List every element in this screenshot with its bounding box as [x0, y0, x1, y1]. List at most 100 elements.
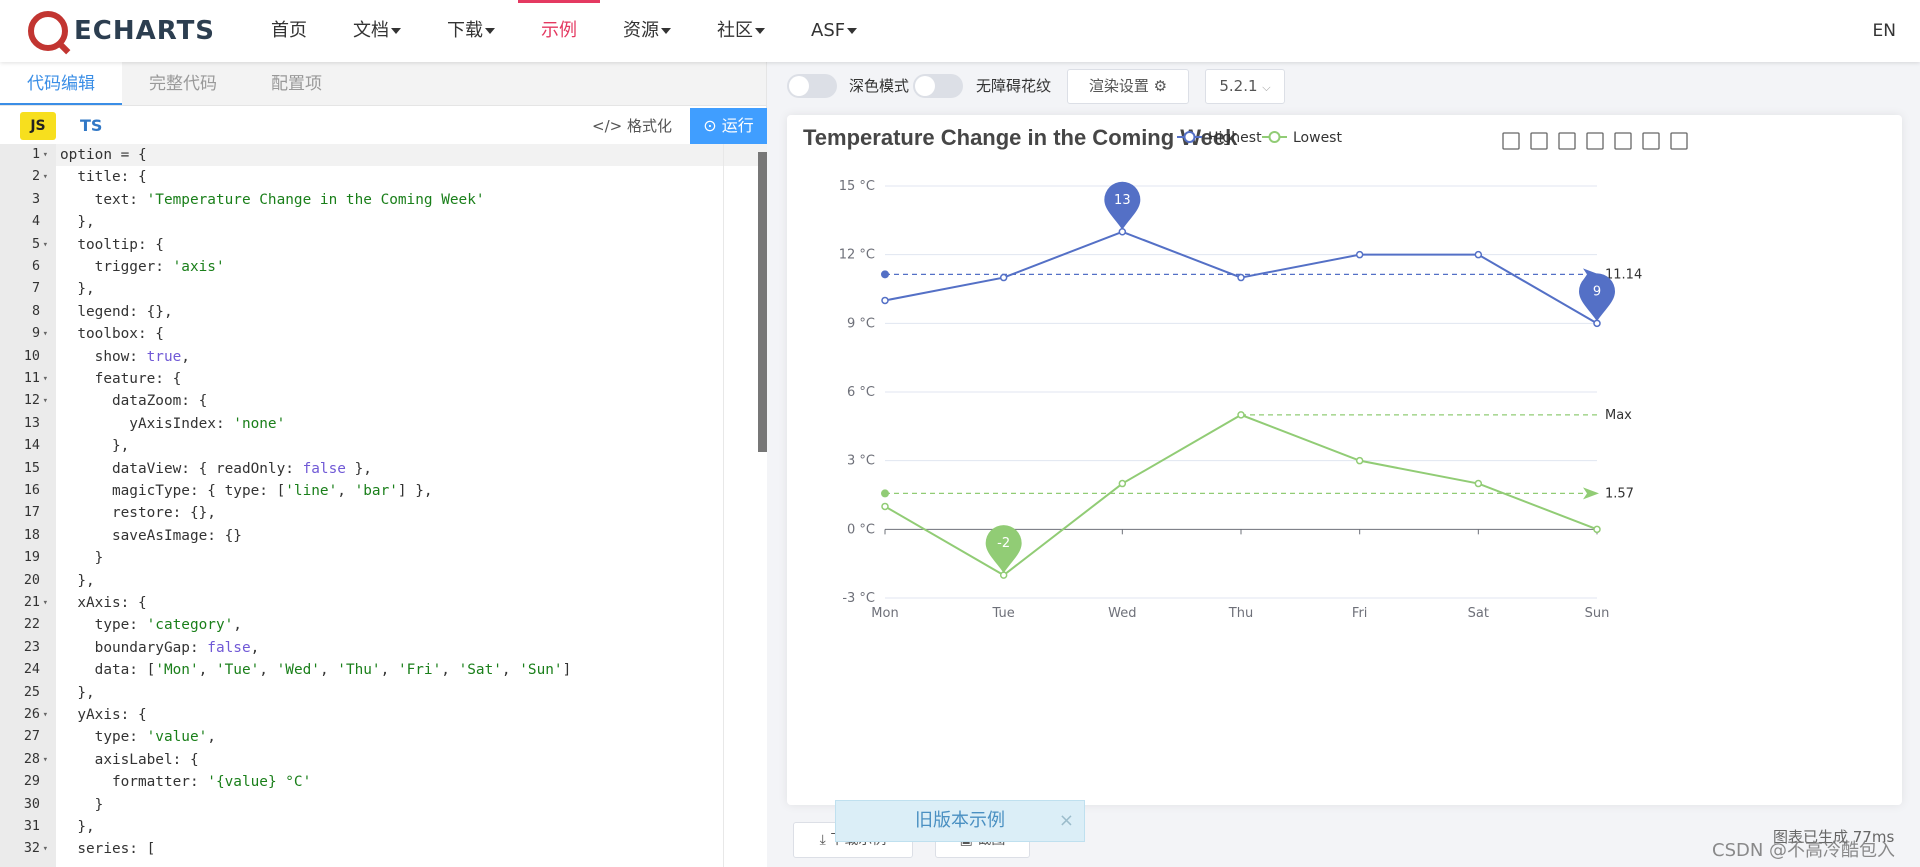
run-button[interactable]: ⊙ 运行: [690, 108, 767, 144]
code-token: series: [: [60, 841, 156, 858]
code-token: yAxis: {: [60, 707, 147, 723]
line-number: 15: [0, 458, 56, 480]
y-tick-label: -3 °C: [842, 591, 875, 606]
data-point-1: [1474, 479, 1483, 488]
line-number: 2 ▾: [0, 166, 56, 188]
line-number: 9 ▾: [0, 323, 56, 345]
code-token: ,: [380, 662, 398, 679]
fold-icon[interactable]: ▾: [42, 844, 48, 855]
zoom-icon[interactable]: [1502, 132, 1520, 150]
restore-icon[interactable]: [1642, 132, 1660, 150]
fold-icon[interactable]: ▾: [42, 710, 48, 720]
echarts-logo[interactable]: ECHARTS: [28, 10, 215, 52]
nav-item-6[interactable]: ASF: [788, 0, 880, 62]
code-token: title: {: [60, 169, 147, 186]
line-number: 13: [0, 413, 56, 435]
line-number: 23: [0, 637, 56, 659]
line-chart[interactable]: Temperature Change in the Coming WeekHig…: [787, 115, 1902, 805]
fold-icon[interactable]: ▾: [42, 374, 48, 384]
fold-icon[interactable]: ▾: [42, 396, 48, 407]
ts-tab[interactable]: TS: [80, 116, 103, 135]
close-icon[interactable]: ×: [1058, 810, 1074, 831]
render-settings-button[interactable]: 渲染设置 ⚙: [1067, 69, 1189, 104]
x-tick-label: Fri: [1352, 606, 1368, 621]
editor-tab-0[interactable]: 代码编辑: [0, 62, 122, 105]
line-icon[interactable]: [1586, 132, 1604, 150]
code-line: formatter: '{value} °C': [56, 771, 767, 793]
line-number: 3: [0, 189, 56, 211]
data-point-1: [1118, 479, 1127, 488]
markline-max-label-1: Max: [1605, 408, 1632, 423]
markline-arrow-1: [1583, 487, 1599, 500]
legend-symbol-0: [1183, 131, 1196, 143]
code-line: },: [56, 570, 767, 592]
data-view-icon[interactable]: [1558, 132, 1576, 150]
fold-icon[interactable]: ▾: [42, 150, 48, 160]
editor-tab-2[interactable]: 配置项: [271, 74, 322, 94]
code-token: option = {: [60, 147, 147, 163]
line-number-text: 9: [31, 326, 40, 342]
preview-panel: 深色模式 无障碍花纹 渲染设置 ⚙ 5.2.1 ⌵ Temperature Ch…: [768, 62, 1920, 867]
code-line: option = {: [56, 144, 767, 167]
code-line: yAxisIndex: 'none': [56, 413, 767, 435]
code-token: 'Temperature Change in the Coming Week': [146, 191, 485, 208]
code-line: magicType: { type: ['line', 'bar'] },: [56, 480, 767, 502]
x-tick-label: Thu: [1228, 606, 1253, 621]
fold-icon[interactable]: ▾: [42, 598, 48, 608]
zoom-reset-icon[interactable]: [1530, 132, 1548, 150]
nav-item-1[interactable]: 文档: [330, 0, 424, 62]
code-token: 'category': [146, 617, 234, 634]
code-line: text: 'Temperature Change in the Coming …: [56, 189, 767, 211]
fold-icon[interactable]: ▾: [42, 239, 48, 250]
nav-item-2[interactable]: 下载: [424, 0, 518, 62]
dark-mode-toggle[interactable]: [787, 74, 837, 98]
format-label: 格式化: [626, 117, 672, 135]
code-token: type:: [60, 729, 147, 746]
code-token: },: [60, 819, 95, 835]
version-select[interactable]: 5.2.1 ⌵: [1205, 69, 1285, 104]
nav-item-label: ASF: [811, 20, 846, 41]
editor-scrollbar[interactable]: [758, 152, 767, 452]
top-navbar: ECHARTS 首页 文档 下载 示例 资源 社区 ASF EN: [0, 0, 1920, 62]
y-tick-label: 12 °C: [839, 248, 875, 263]
a11y-pattern-toggle[interactable]: [913, 74, 963, 98]
line-number-text: 4: [31, 214, 40, 230]
code-line: }: [56, 794, 767, 816]
render-status: 图表已生成 77ms: [1773, 828, 1895, 846]
code-token: true: [146, 348, 182, 365]
line-number-text: 32: [23, 841, 40, 857]
legend-label-0: Highest: [1208, 130, 1262, 146]
legacy-notice[interactable]: 旧版本示例 ×: [835, 800, 1085, 842]
fold-icon[interactable]: ▾: [42, 172, 48, 183]
x-tick-label: Mon: [871, 606, 898, 621]
nav-item-label: 示例: [541, 20, 577, 41]
nav-item-4[interactable]: 资源: [600, 0, 694, 62]
code-token: 'Wed': [276, 662, 320, 679]
nav-item-label: 文档: [353, 20, 389, 41]
code-line: type: 'category',: [56, 614, 767, 636]
line-number: 31: [0, 816, 56, 838]
language-switch[interactable]: EN: [1872, 21, 1896, 41]
code-area[interactable]: option = { title: { text: 'Temperature C…: [56, 144, 767, 867]
markline-label-1: 1.57: [1605, 486, 1634, 501]
nav-item-5[interactable]: 社区: [694, 0, 788, 62]
line-number-text: 25: [23, 684, 40, 700]
nav-item-3[interactable]: 示例: [518, 0, 600, 62]
editor-tab-1[interactable]: 完整代码: [149, 74, 217, 94]
save-image-icon[interactable]: [1670, 132, 1688, 150]
code-token: 'Sun': [519, 662, 563, 679]
caret-down-icon: [755, 28, 765, 34]
line-number-text: 23: [23, 639, 40, 655]
nav-item-label: 下载: [447, 20, 483, 41]
fold-icon[interactable]: ▾: [42, 754, 48, 765]
data-point-0: [881, 296, 889, 305]
fold-icon[interactable]: ▾: [42, 329, 48, 340]
format-button[interactable]: </> 格式化: [592, 112, 672, 140]
code-editor[interactable]: 1 ▾ 2 ▾ 3 4 5 ▾ 6 7 8 9 ▾ 10 11 ▾ 12 ▾ 13 14 15 16 17 18 19 20 21 ▾…: [0, 144, 767, 867]
code-token: 'Thu': [337, 662, 381, 679]
y-tick-label: 6 °C: [847, 385, 875, 400]
a11y-pattern-label: 无障碍花纹: [976, 77, 1052, 95]
bar-icon[interactable]: [1614, 132, 1632, 150]
js-tab[interactable]: JS: [20, 112, 56, 140]
nav-item-0[interactable]: 首页: [248, 0, 330, 62]
